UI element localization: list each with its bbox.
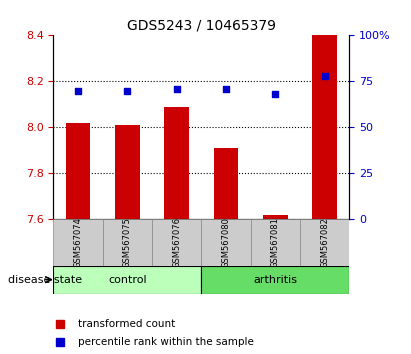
Text: GSM567075: GSM567075: [123, 217, 132, 268]
FancyBboxPatch shape: [201, 266, 349, 294]
Point: [124, 88, 131, 93]
Point: [75, 88, 81, 93]
FancyBboxPatch shape: [103, 219, 152, 266]
Bar: [164, 107, 189, 219]
Point: [223, 86, 229, 92]
FancyBboxPatch shape: [53, 266, 201, 294]
Text: GSM567076: GSM567076: [172, 217, 181, 268]
Point: [321, 73, 328, 79]
FancyBboxPatch shape: [152, 219, 201, 266]
Text: control: control: [108, 275, 147, 285]
Text: percentile rank within the sample: percentile rank within the sample: [78, 337, 254, 347]
FancyBboxPatch shape: [201, 219, 251, 266]
Bar: [214, 148, 238, 219]
FancyBboxPatch shape: [300, 219, 349, 266]
Title: GDS5243 / 10465379: GDS5243 / 10465379: [127, 19, 276, 33]
FancyBboxPatch shape: [251, 219, 300, 266]
Text: GSM567081: GSM567081: [271, 217, 280, 268]
Text: arthritis: arthritis: [253, 275, 298, 285]
Point: [173, 86, 180, 92]
Text: GSM567082: GSM567082: [320, 217, 329, 268]
Bar: [312, 35, 337, 219]
Point: [272, 91, 279, 97]
Bar: [115, 125, 140, 219]
Bar: [66, 123, 90, 219]
Bar: [263, 215, 288, 219]
Text: disease state: disease state: [8, 275, 82, 285]
Text: GSM567080: GSM567080: [222, 217, 231, 268]
Text: GSM567074: GSM567074: [74, 217, 83, 268]
FancyBboxPatch shape: [53, 219, 103, 266]
Text: transformed count: transformed count: [78, 319, 175, 329]
